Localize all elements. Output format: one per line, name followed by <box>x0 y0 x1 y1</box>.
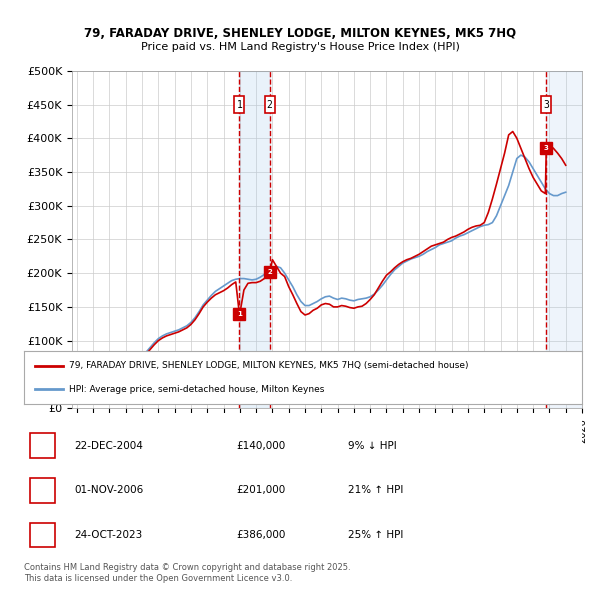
Text: 3: 3 <box>544 100 549 110</box>
Text: £140,000: £140,000 <box>236 441 285 451</box>
Bar <box>239 71 269 408</box>
Text: 79, FARADAY DRIVE, SHENLEY LODGE, MILTON KEYNES, MK5 7HQ: 79, FARADAY DRIVE, SHENLEY LODGE, MILTON… <box>84 27 516 40</box>
Text: 2: 2 <box>267 270 272 276</box>
Text: 79, FARADAY DRIVE, SHENLEY LODGE, MILTON KEYNES, MK5 7HQ (semi-detached house): 79, FARADAY DRIVE, SHENLEY LODGE, MILTON… <box>68 362 468 371</box>
Text: 3: 3 <box>544 145 549 150</box>
Text: 2: 2 <box>39 486 46 496</box>
Text: 24-OCT-2023: 24-OCT-2023 <box>74 530 142 540</box>
Text: 25% ↑ HPI: 25% ↑ HPI <box>347 530 403 540</box>
FancyBboxPatch shape <box>265 96 275 113</box>
Text: Price paid vs. HM Land Registry's House Price Index (HPI): Price paid vs. HM Land Registry's House … <box>140 42 460 53</box>
Text: 21% ↑ HPI: 21% ↑ HPI <box>347 486 403 496</box>
Text: 1: 1 <box>236 100 242 110</box>
Text: Contains HM Land Registry data © Crown copyright and database right 2025.
This d: Contains HM Land Registry data © Crown c… <box>24 563 350 583</box>
FancyBboxPatch shape <box>29 478 55 503</box>
Text: 22-DEC-2004: 22-DEC-2004 <box>74 441 143 451</box>
Text: 1: 1 <box>237 311 242 317</box>
Text: 1: 1 <box>39 441 46 451</box>
Text: 01-NOV-2006: 01-NOV-2006 <box>74 486 143 496</box>
Bar <box>547 71 582 408</box>
FancyBboxPatch shape <box>541 96 551 113</box>
Text: 9% ↓ HPI: 9% ↓ HPI <box>347 441 397 451</box>
Text: 3: 3 <box>39 530 46 540</box>
FancyBboxPatch shape <box>29 523 55 548</box>
FancyBboxPatch shape <box>235 96 244 113</box>
Text: £386,000: £386,000 <box>236 530 286 540</box>
Text: 2: 2 <box>267 100 272 110</box>
FancyBboxPatch shape <box>29 433 55 458</box>
Text: £201,000: £201,000 <box>236 486 285 496</box>
Text: HPI: Average price, semi-detached house, Milton Keynes: HPI: Average price, semi-detached house,… <box>68 385 324 394</box>
